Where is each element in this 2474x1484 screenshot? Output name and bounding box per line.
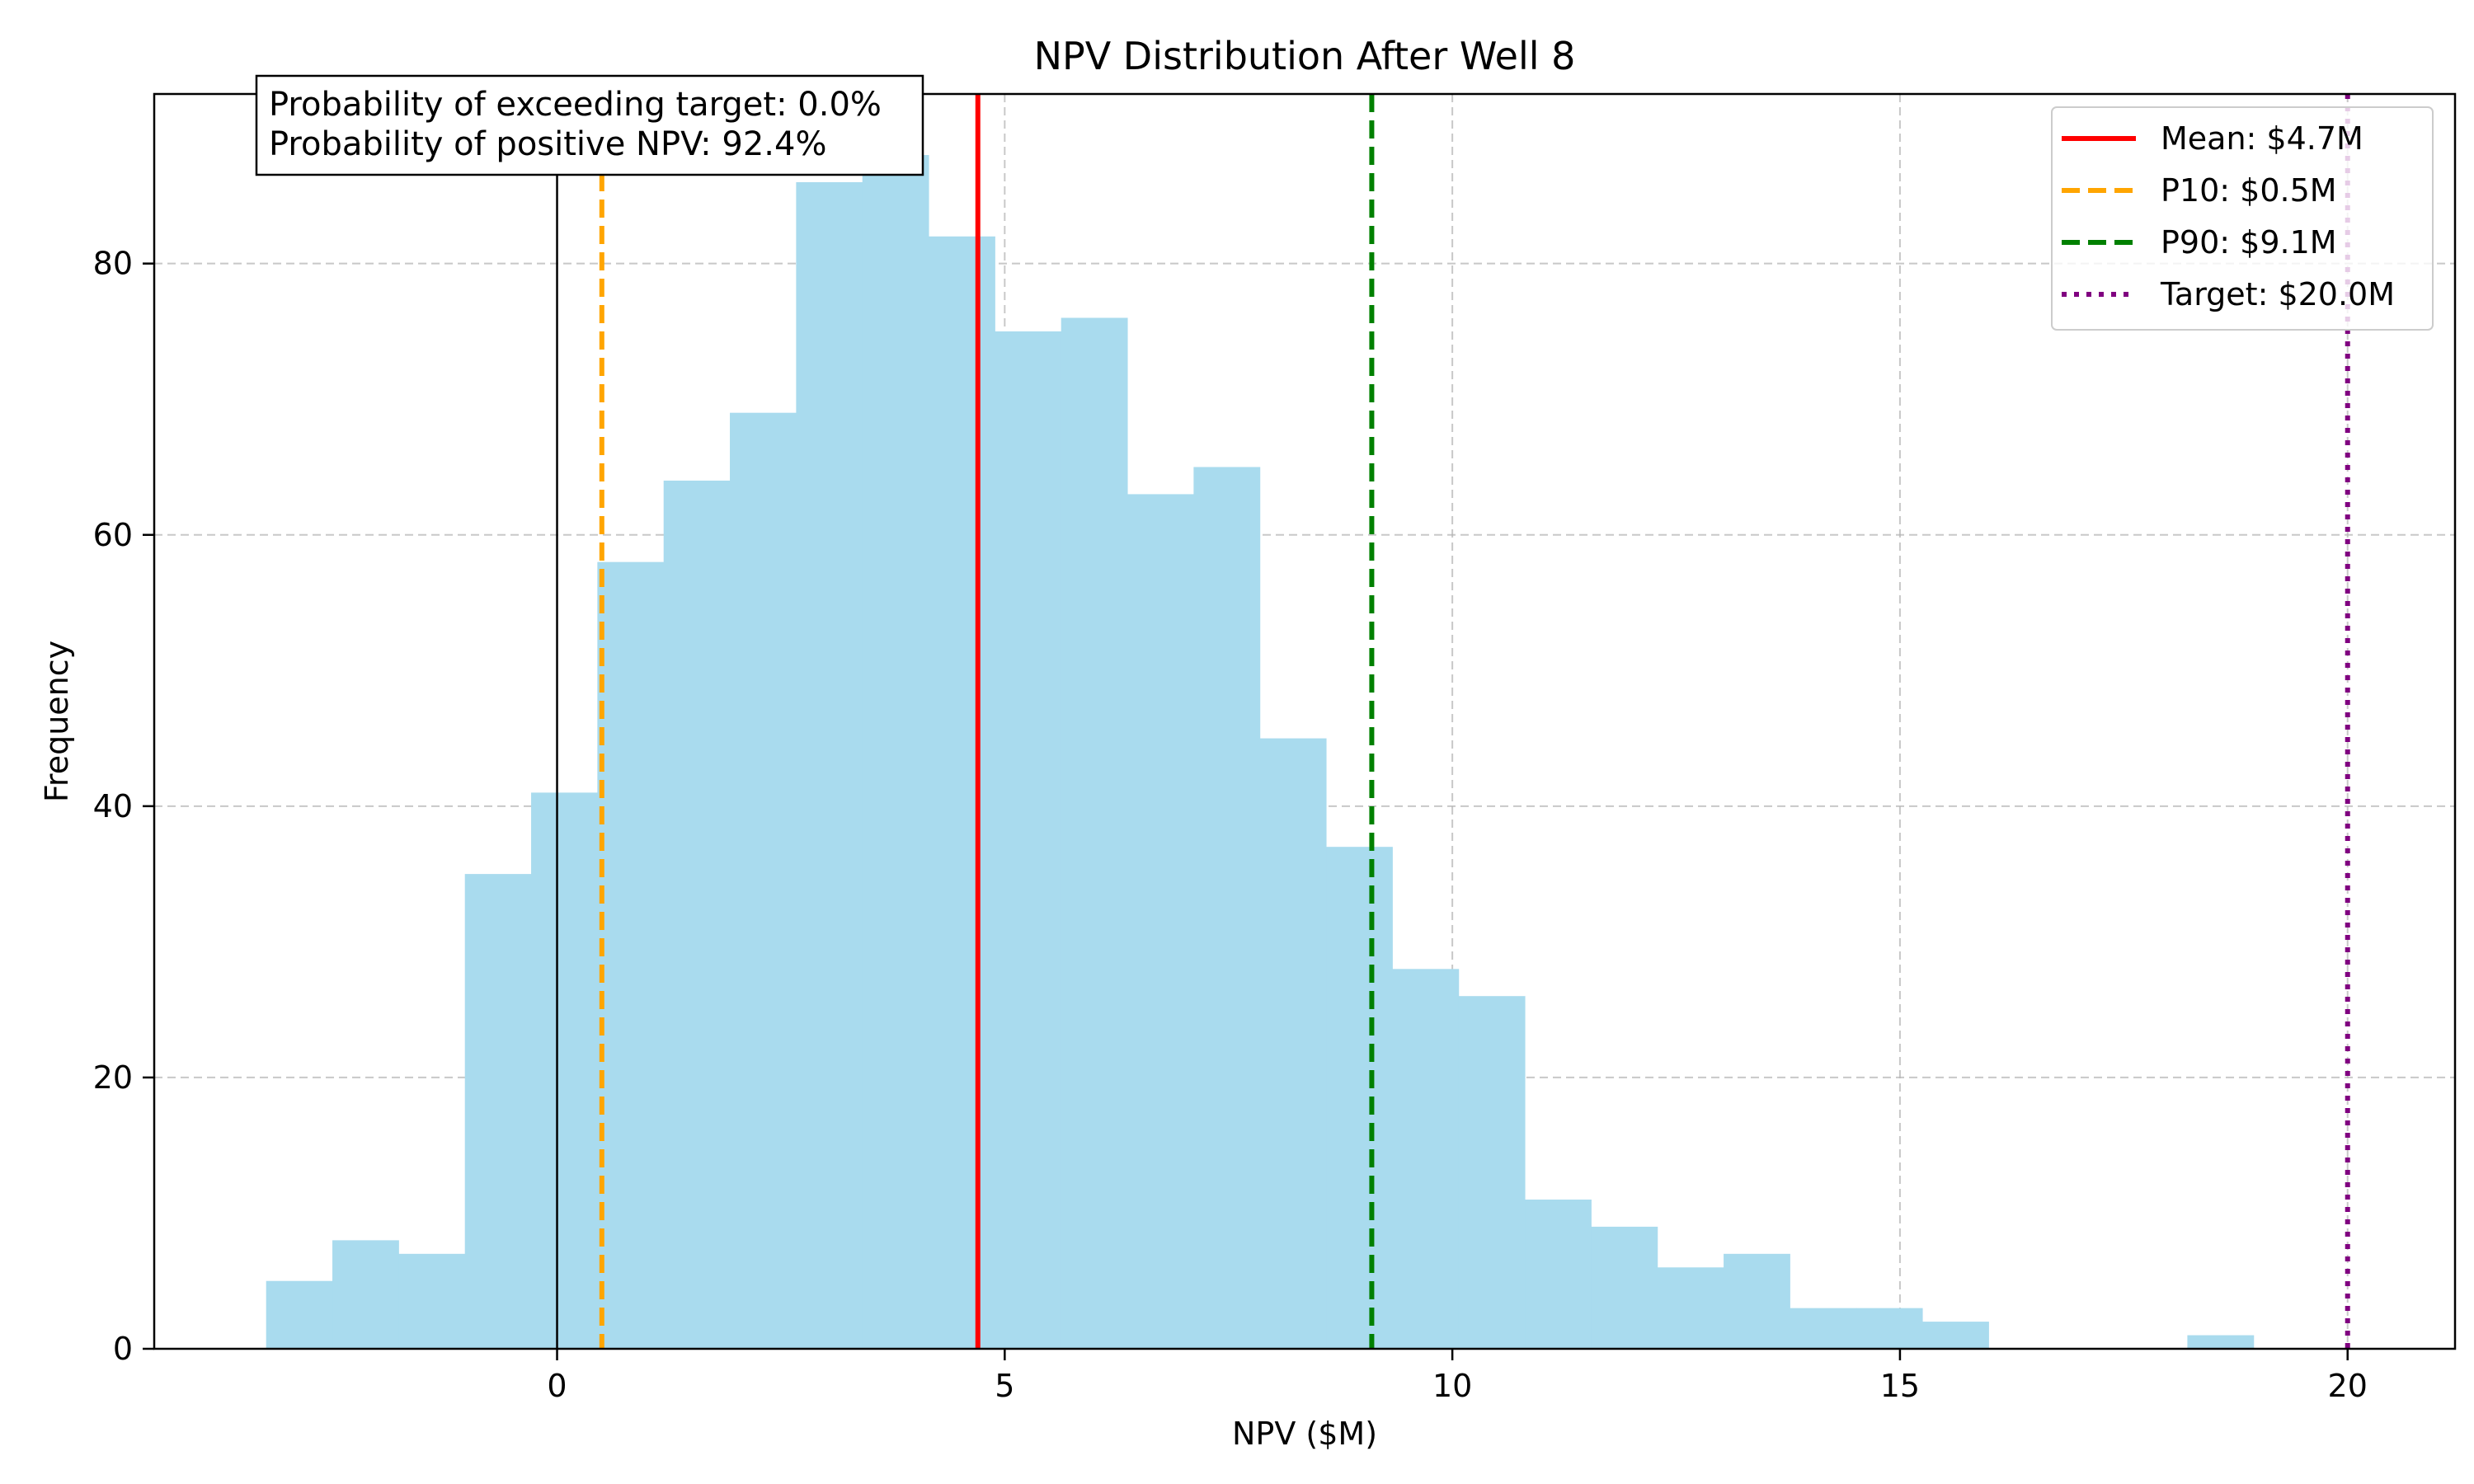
histogram-bar	[1525, 1200, 1592, 1349]
histogram-bar	[1392, 969, 1460, 1349]
histogram-bar	[862, 155, 929, 1350]
x-tick-label: 5	[995, 1368, 1014, 1404]
y-axis-label: Frequency	[39, 641, 75, 802]
y-tick-label: 80	[93, 246, 133, 282]
histogram-bar	[531, 792, 598, 1349]
legend-mean-label: Mean: $4.7M	[2161, 120, 2363, 157]
histogram-bar	[464, 874, 532, 1349]
histogram-bar	[1127, 494, 1194, 1350]
plot-frame	[153, 92, 2457, 1350]
histogram-bar	[2187, 1335, 2255, 1349]
x-tick-label: 0	[547, 1368, 567, 1404]
y-tick-label: 40	[93, 788, 133, 824]
histogram-bar	[1193, 467, 1261, 1349]
axis-ticks: 0 5 10 15 20 0 20 40 60 80	[93, 246, 2368, 1404]
histogram-bar	[1790, 1308, 1857, 1349]
chart-title: NPV Distribution After Well 8	[1034, 34, 1576, 78]
histogram-bar	[398, 1253, 466, 1349]
x-tick-label: 20	[2328, 1368, 2368, 1404]
histogram-bar	[1259, 738, 1327, 1349]
y-tick-label: 60	[93, 517, 133, 553]
histogram-bar	[929, 236, 995, 1349]
histogram-bar	[1061, 317, 1128, 1349]
x-tick-label: 15	[1880, 1368, 1920, 1404]
legend-p10-label: P10: $0.5M	[2161, 172, 2337, 209]
annotation-positive-npv: Probability of positive NPV: 92.4%	[269, 125, 826, 163]
histogram-bar	[796, 181, 863, 1349]
annotation-box-frame	[255, 74, 924, 176]
histogram-bar	[1591, 1226, 1658, 1349]
x-axis-label: NPV ($M)	[1232, 1416, 1377, 1452]
histogram-bar	[730, 412, 797, 1349]
histogram-bar	[332, 1240, 399, 1349]
annotation-exceed-target: Probability of exceeding target: 0.0%	[269, 86, 882, 124]
x-tick-label: 10	[1432, 1368, 1472, 1404]
legend-frame	[2051, 106, 2434, 331]
histogram-bar	[1922, 1322, 1989, 1349]
histogram-bar	[1856, 1308, 1923, 1349]
histogram-bar	[995, 331, 1062, 1350]
histogram-bar	[597, 561, 665, 1349]
y-tick-label: 20	[93, 1059, 133, 1096]
histogram-bar	[1326, 847, 1393, 1349]
legend-target-label: Target: $20.0M	[2160, 276, 2395, 312]
histogram-bar	[1657, 1267, 1724, 1349]
histogram-bar	[1724, 1253, 1790, 1349]
legend: Mean: $4.7M P10: $0.5M P90: $9.1M Target: $…	[2051, 106, 2434, 331]
histogram-bar	[663, 480, 731, 1349]
histogram-bars	[266, 155, 2255, 1350]
probability-annotation: Probability of exceeding target: 0.0% Pr…	[255, 74, 924, 176]
histogram-bar	[266, 1280, 333, 1349]
legend-p90-label: P90: $9.1M	[2161, 224, 2337, 261]
reference-lines	[556, 94, 2350, 1349]
histogram-bar	[1458, 996, 1526, 1349]
y-tick-label: 0	[113, 1331, 133, 1367]
